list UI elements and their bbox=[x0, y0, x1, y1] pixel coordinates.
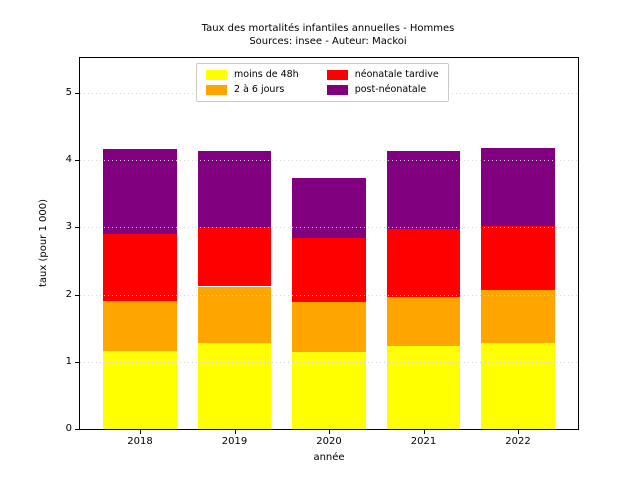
bar-segment bbox=[386, 296, 461, 346]
x-tick-label: 2022 bbox=[505, 436, 531, 447]
legend-label: 2 à 6 jours bbox=[234, 84, 285, 95]
legend-item: moins de 48h bbox=[206, 69, 299, 81]
bar-segment bbox=[292, 178, 366, 239]
bar-segment bbox=[386, 345, 461, 429]
legend-label: post-néonatale bbox=[354, 84, 427, 95]
bar-segment bbox=[103, 300, 177, 351]
bar-segment bbox=[103, 351, 177, 429]
chart-title: Taux des mortalités infantiles annuelles… bbox=[201, 23, 455, 34]
y-axis-label: taux (pour 1 000) bbox=[37, 199, 49, 288]
y-axis-tick bbox=[75, 294, 79, 296]
x-axis-tick bbox=[518, 430, 519, 434]
bar-segment bbox=[481, 289, 555, 343]
y-axis-tick bbox=[75, 160, 79, 162]
bar-segment bbox=[292, 238, 366, 302]
y-axis-tick bbox=[75, 429, 79, 430]
x-axis-label: année bbox=[313, 452, 345, 463]
y-axis-tick bbox=[75, 227, 79, 229]
plot-area: moins de 48h 2 à 6 jours néonatale tardi… bbox=[38, 57, 579, 463]
bar-segment bbox=[481, 226, 555, 290]
bar-segment bbox=[103, 149, 177, 235]
x-tick-label: 2018 bbox=[127, 436, 153, 447]
chart-subtitle: Sources: insee - Auteur: Mackoi bbox=[249, 36, 407, 47]
legend-item: 2 à 6 jours bbox=[206, 84, 299, 96]
bar-segment bbox=[386, 151, 461, 229]
bar-segment bbox=[197, 151, 272, 228]
bar-segment bbox=[103, 234, 177, 301]
bar-segment bbox=[292, 302, 366, 352]
chart-title-block: Taux des mortalités infantiles annuelles… bbox=[79, 22, 577, 48]
bar-segment bbox=[197, 286, 272, 343]
x-axis-tick bbox=[329, 430, 330, 434]
y-tick-label: 2 bbox=[65, 288, 72, 300]
y-tick-label: 1 bbox=[65, 355, 72, 367]
x-axis-tick bbox=[140, 430, 141, 434]
x-tick-label: 2021 bbox=[410, 436, 437, 447]
x-axis-tick bbox=[234, 430, 236, 434]
y-tick-label: 0 bbox=[65, 423, 72, 434]
legend-swatch-moins-de-48h bbox=[206, 70, 227, 80]
bar-segment bbox=[197, 227, 272, 287]
bar-segment bbox=[386, 228, 461, 297]
x-tick-label: 2020 bbox=[316, 436, 342, 447]
legend-swatch-neonatale-tardive bbox=[326, 70, 348, 80]
legend-item: néonatale tardive bbox=[326, 69, 439, 81]
x-axis-tick bbox=[423, 430, 425, 434]
bar-segment bbox=[481, 148, 555, 227]
y-tick-label: 5 bbox=[65, 86, 72, 98]
legend-swatch-post-neonatale bbox=[326, 85, 348, 95]
y-tick-label: 4 bbox=[65, 154, 72, 166]
legend-item: post-néonatale bbox=[326, 84, 439, 96]
y-axis-tick bbox=[75, 92, 79, 94]
bar-segment bbox=[197, 343, 272, 429]
x-tick-label: 2019 bbox=[221, 436, 248, 447]
y-axis-tick bbox=[75, 361, 79, 363]
legend-label: moins de 48h bbox=[234, 69, 299, 80]
legend: moins de 48h 2 à 6 jours néonatale tardi… bbox=[196, 63, 449, 102]
legend-label: néonatale tardive bbox=[354, 69, 439, 80]
bar-segment bbox=[292, 351, 366, 429]
y-tick-label: 3 bbox=[65, 221, 72, 233]
bar-segment bbox=[481, 343, 555, 429]
legend-swatch-2-a-6-jours bbox=[206, 85, 227, 95]
